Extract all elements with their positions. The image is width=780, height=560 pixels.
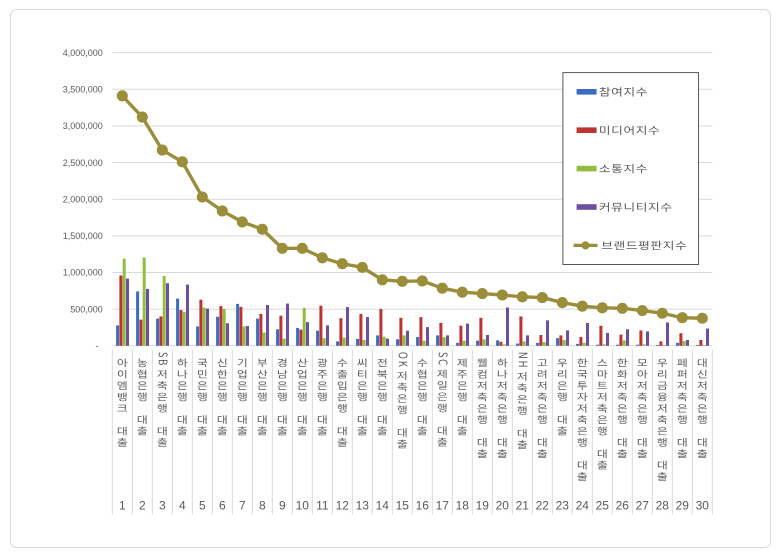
svg-text:15: 15 xyxy=(396,499,410,513)
svg-text:2: 2 xyxy=(139,499,146,513)
svg-text:500,000: 500,000 xyxy=(70,304,103,314)
svg-text:14: 14 xyxy=(376,499,390,513)
svg-text:-: - xyxy=(96,341,99,351)
svg-text:4,000,000: 4,000,000 xyxy=(63,48,103,58)
svg-text:10: 10 xyxy=(296,499,310,513)
svg-text:26: 26 xyxy=(616,499,630,513)
svg-text:27: 27 xyxy=(636,499,650,513)
svg-text:7: 7 xyxy=(239,499,246,513)
svg-text:17: 17 xyxy=(436,499,450,513)
svg-text:4: 4 xyxy=(179,499,186,513)
svg-text:11: 11 xyxy=(316,499,329,513)
svg-text:3,000,000: 3,000,000 xyxy=(63,121,103,131)
svg-text:5: 5 xyxy=(199,499,206,513)
svg-text:18: 18 xyxy=(456,499,470,513)
svg-text:30: 30 xyxy=(696,499,710,513)
svg-text:3,500,000: 3,500,000 xyxy=(63,84,103,94)
svg-text:1: 1 xyxy=(119,499,126,513)
svg-text:1,500,000: 1,500,000 xyxy=(63,231,103,241)
svg-text:3: 3 xyxy=(159,499,166,513)
svg-text:6: 6 xyxy=(219,499,226,513)
svg-text:9: 9 xyxy=(279,499,286,513)
svg-text:23: 23 xyxy=(556,499,570,513)
svg-text:25: 25 xyxy=(596,499,610,513)
svg-text:2,000,000: 2,000,000 xyxy=(63,194,103,204)
svg-text:19: 19 xyxy=(476,499,490,513)
svg-text:29: 29 xyxy=(676,499,690,513)
svg-text:28: 28 xyxy=(656,499,670,513)
svg-text:13: 13 xyxy=(356,499,370,513)
svg-text:22: 22 xyxy=(536,499,550,513)
svg-text:24: 24 xyxy=(576,499,590,513)
svg-text:8: 8 xyxy=(259,499,266,513)
svg-text:21: 21 xyxy=(516,499,530,513)
svg-text:12: 12 xyxy=(336,499,350,513)
svg-text:1,000,000: 1,000,000 xyxy=(63,268,103,278)
svg-text:2,500,000: 2,500,000 xyxy=(63,158,103,168)
svg-text:20: 20 xyxy=(496,499,510,513)
svg-text:16: 16 xyxy=(416,499,430,513)
